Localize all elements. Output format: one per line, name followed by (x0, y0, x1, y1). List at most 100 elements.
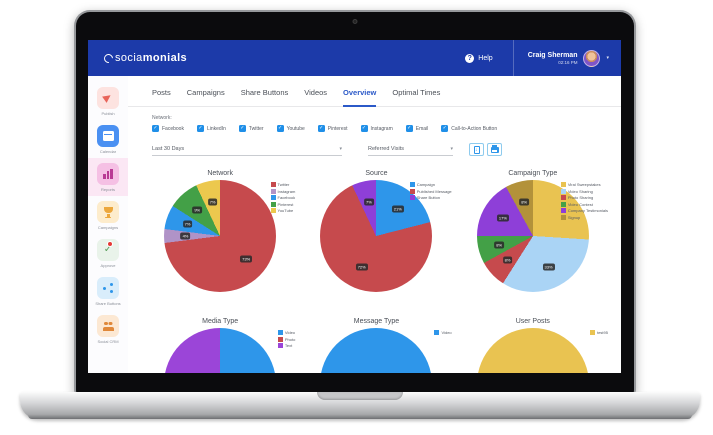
tab-videos[interactable]: Videos (304, 88, 328, 97)
chart-legend: Video Photo Text (277, 330, 296, 348)
brand-name: sociamonials (115, 52, 188, 64)
sidebar-item-label: Share Buttons (95, 301, 121, 306)
brand-logo[interactable]: sociamonials (102, 51, 188, 65)
legend-swatch (560, 208, 566, 213)
legend-swatch (270, 195, 276, 200)
network-checkbox-instagram[interactable]: ✓ Instagram (360, 125, 393, 132)
legend-item-photo-sharing: Photo Sharing (560, 195, 608, 200)
app-window: sociamonials ? Help Craig Sherman 02:16 … (88, 40, 621, 373)
calendar-icon (97, 125, 119, 147)
sidebar-item-label: Publish (101, 111, 115, 116)
tab-bar: Posts Campaigns Share Buttons Videos Overvie… (128, 76, 621, 107)
report-actions (469, 143, 502, 156)
pie-campaign-type: 33% 8% 8% 17% 8% (476, 180, 589, 292)
network-checkbox-pinterest[interactable]: ✓ Pinterest (317, 125, 348, 132)
network-checkbox-youtube[interactable]: ✓ Youtube (276, 125, 305, 132)
slice-value-label: 17% (496, 214, 509, 222)
chart-title: Media Type (202, 318, 239, 325)
slice-value-label: 7% (364, 198, 374, 206)
legend-label: Published Message (416, 188, 452, 194)
chevron-down-icon: ▾ (339, 146, 342, 152)
legend-label: Facebook (277, 195, 296, 200)
sidebar-item-campaigns[interactable]: Campaigns (88, 196, 128, 234)
chart-user-posts: User Posts test95 (455, 318, 611, 373)
checkbox-label: LinkedIn (206, 125, 226, 132)
network-checkbox-facebook[interactable]: ✓ Facebook (152, 125, 184, 132)
checkbox-label: Pinterest (327, 125, 348, 132)
export-button[interactable] (469, 143, 484, 156)
chart-title: User Posts (515, 318, 550, 325)
charts-grid: Network 73% 4% 7% 9% 7% Twitter Instagram Facebo… (128, 156, 621, 373)
paper-plane-icon: ▶ (97, 87, 119, 109)
network-checkbox-group: ✓ Facebook ✓ LinkedIn ✓ Twitter ✓ Youtube ✓ Pinte… (152, 125, 597, 132)
checkbox-checked-icon: ✓ (276, 125, 284, 132)
tab-optimal-times[interactable]: Optimal Times (392, 88, 441, 97)
legend-swatch (409, 188, 415, 194)
header-right: ? Help Craig Sherman 02:16 PM ▾ (465, 40, 621, 76)
chevron-down-icon: ▾ (450, 146, 453, 152)
legend-item-published-message: Published Message (409, 188, 452, 194)
user-menu[interactable]: Craig Sherman 02:16 PM ▾ (512, 40, 621, 76)
tab-campaigns[interactable]: Campaigns (186, 88, 225, 97)
sidebar-item-reports[interactable]: Reports (88, 158, 128, 196)
chart-title: Message Type (353, 318, 400, 325)
legend-swatch (590, 330, 596, 335)
checkbox-checked-icon: ✓ (152, 125, 159, 132)
laptop-notch (317, 392, 403, 400)
chart-source: Source 21% 72% 7% Campaign Published Message S… (298, 170, 454, 318)
sidebar-item-publish[interactable]: ▶ Publish (88, 82, 128, 120)
checkbox-label: Call-to-Action Button (451, 125, 498, 132)
help-button[interactable]: ? Help (465, 53, 493, 63)
metric-select[interactable]: Referred Visits ▾ (368, 146, 453, 156)
main-content: Posts Campaigns Share Buttons Videos Overvie… (128, 76, 621, 373)
legend-label: Signup (567, 214, 581, 220)
legend-swatch (434, 330, 440, 335)
pie-network: 73% 4% 7% 9% 7% (164, 180, 277, 292)
print-icon (490, 144, 499, 153)
filters-panel: Network: ✓ Facebook ✓ LinkedIn ✓ Twitter ✓ Yout… (128, 107, 621, 156)
help-icon: ? (465, 53, 475, 63)
share-icon (97, 277, 119, 299)
network-checkbox-linkedin[interactable]: ✓ LinkedIn (196, 125, 226, 132)
legend-label: Video (441, 330, 452, 335)
chart-network: Network 73% 4% 7% 9% 7% Twitter Instagram Facebo… (142, 170, 298, 318)
legend-label: Pinterest (277, 201, 294, 207)
slice-value-label: 9% (192, 206, 203, 214)
legend-swatch (409, 195, 415, 200)
legend-swatch (277, 336, 283, 342)
app-body: ▶ Publish Calendar Reports Campaigns ✓ Approve… (88, 76, 621, 373)
sidebar-item-share-buttons[interactable]: Share Buttons (88, 272, 128, 310)
checkbox-label: Facebook (162, 125, 184, 132)
legend-label: Video (284, 330, 296, 335)
chart-legend: Viral Sweepstakes Video Sharing Photo Shar… (560, 182, 608, 220)
date-range-select[interactable]: Last 30 Days ▾ (152, 146, 342, 156)
sidebar-item-social-crm[interactable]: Social CRM (88, 310, 128, 348)
network-checkbox-email[interactable]: ✓ Email (405, 125, 428, 132)
legend-swatch (270, 182, 276, 187)
metric-value: Referred Visits (368, 146, 404, 152)
bar-chart-icon (97, 163, 119, 185)
sidebar: ▶ Publish Calendar Reports Campaigns ✓ Approve… (88, 76, 128, 373)
trophy-icon (97, 201, 119, 223)
network-checkbox-twitter[interactable]: ✓ Twitter (238, 125, 264, 132)
legend-swatch (270, 188, 276, 194)
legend-swatch (277, 343, 283, 348)
sidebar-item-approve[interactable]: ✓ Approve (88, 234, 128, 272)
slice-value-label: 8% (502, 256, 513, 264)
avatar (583, 49, 601, 67)
checkbox-checked-icon: ✓ (405, 125, 413, 132)
print-button[interactable] (487, 143, 502, 156)
legend-item-video: Video (434, 330, 452, 335)
tab-share-buttons[interactable]: Share Buttons (240, 88, 289, 97)
network-checkbox-call-to-action-button[interactable]: ✓ Call-to-Action Button (441, 125, 497, 132)
sidebar-item-calendar[interactable]: Calendar (88, 120, 128, 158)
webcam-icon (352, 19, 358, 24)
laptop-base (20, 392, 700, 419)
sidebar-item-label: Campaigns (97, 225, 119, 230)
sidebar-item-label: Reports (100, 187, 115, 192)
legend-swatch (560, 195, 566, 200)
tab-posts[interactable]: Posts (152, 88, 171, 97)
tab-overview[interactable]: Overview (343, 88, 377, 107)
export-icon (473, 145, 480, 154)
sidebar-item-label: Approve (100, 263, 116, 268)
